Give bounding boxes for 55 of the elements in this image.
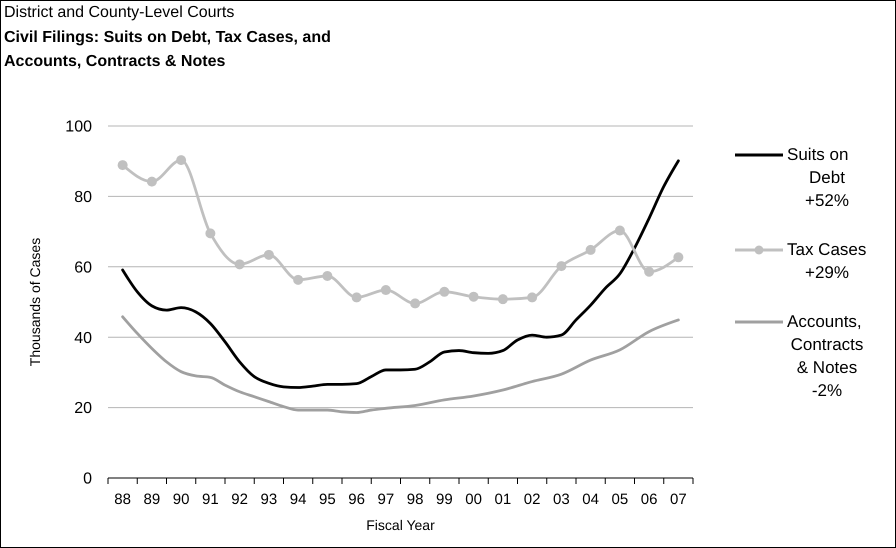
point — [380, 285, 391, 296]
y-tick-label: 60 — [74, 259, 92, 276]
point — [586, 244, 596, 255]
y-axis-title: Thousands of Cases — [27, 238, 43, 366]
x-tick-label: 04 — [582, 491, 599, 508]
point — [614, 226, 625, 236]
x-tick-label: 03 — [553, 491, 570, 508]
x-tick-label: 89 — [144, 491, 160, 508]
point — [234, 259, 245, 270]
x-tick-label: 98 — [406, 491, 424, 508]
point — [146, 176, 157, 187]
y-tick-label: 0 — [83, 470, 92, 488]
x-tick-label: 01 — [494, 491, 512, 508]
x-tick-label: 00 — [465, 491, 482, 508]
chart-subtitle: District and County-Level Courts — [4, 4, 234, 21]
x-tick-label: 07 — [670, 491, 687, 508]
y-tick-label: 100 — [65, 118, 92, 136]
x-axis-title: Fiscal Year — [366, 517, 436, 533]
x-tick-label: 94 — [290, 491, 306, 508]
point — [644, 266, 654, 277]
chart-title: Civil Filings: Suits on Debt, Tax Cases, and Accounts, Contracts & Notes — [4, 29, 331, 70]
x-tick-label: 90 — [172, 491, 190, 508]
x-tick-label: 93 — [260, 491, 278, 508]
point — [527, 292, 538, 302]
x-tick-label: 05 — [612, 491, 628, 508]
x-tick-label: 96 — [348, 491, 365, 508]
point — [556, 261, 566, 272]
point — [264, 250, 274, 260]
x-tick-label: 97 — [378, 491, 394, 508]
point — [293, 274, 304, 285]
x-tick-label: 02 — [524, 491, 540, 508]
legend-label: Suits on Debt +52% — [787, 145, 849, 210]
y-tick-label: 20 — [74, 400, 92, 418]
point — [118, 160, 128, 170]
line-series — [121, 315, 680, 414]
point — [176, 155, 186, 166]
x-tick-label: 92 — [231, 491, 248, 508]
x-tick-label: 91 — [202, 491, 219, 508]
point — [468, 292, 479, 302]
point — [322, 270, 332, 281]
point — [439, 286, 450, 297]
point — [410, 298, 420, 308]
legend-label: Tax Cases +29% — [787, 240, 866, 282]
y-tick-label: 80 — [74, 189, 92, 206]
point — [673, 252, 684, 262]
x-tick-label: 95 — [319, 491, 336, 508]
legend-label: Accounts, Contracts & Notes -2% — [787, 312, 864, 400]
point — [352, 292, 362, 302]
point — [205, 228, 216, 238]
x-tick-label: 06 — [640, 491, 658, 508]
point — [498, 294, 508, 304]
x-tick-label: 88 — [114, 491, 131, 508]
line-series — [121, 159, 680, 389]
x-tick-label: 99 — [436, 491, 453, 508]
y-tick-label: 40 — [74, 330, 92, 347]
